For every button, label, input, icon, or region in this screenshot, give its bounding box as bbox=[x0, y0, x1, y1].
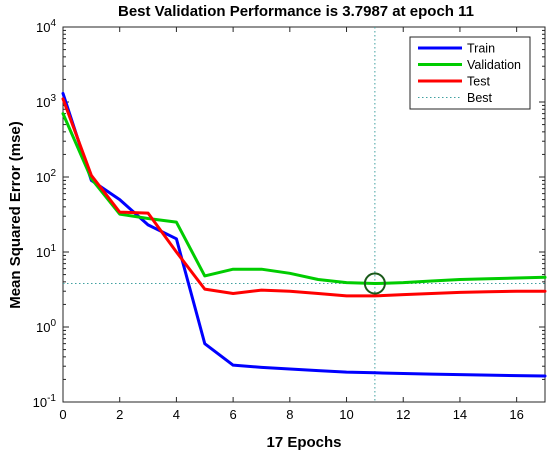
y-axis-label: Mean Squared Error (mse) bbox=[7, 121, 24, 309]
legend-label-test: Test bbox=[467, 75, 490, 89]
x-tick-label: 14 bbox=[453, 407, 467, 422]
y-tick-label: 10-1 bbox=[33, 393, 57, 410]
chart-title: Best Validation Performance is 3.7987 at… bbox=[118, 3, 474, 20]
legend-label-train: Train bbox=[467, 42, 495, 56]
x-tick-label: 6 bbox=[230, 407, 237, 422]
x-tick-label: 2 bbox=[116, 407, 123, 422]
y-tick-label: 100 bbox=[36, 318, 56, 335]
best-point-marker bbox=[363, 272, 386, 295]
y-tick-label: 102 bbox=[36, 168, 56, 185]
series-line-validation bbox=[61, 112, 547, 286]
y-tick-label: 104 bbox=[36, 18, 56, 35]
x-tick-label: 16 bbox=[509, 407, 523, 422]
legend-label-best: Best bbox=[467, 91, 493, 105]
legend-label-validation: Validation bbox=[467, 58, 521, 72]
x-tick-label: 12 bbox=[396, 407, 410, 422]
y-tick-label: 101 bbox=[36, 243, 56, 260]
x-tick-label: 10 bbox=[339, 407, 353, 422]
x-tick-label: 4 bbox=[173, 407, 180, 422]
legend: Train Validation Test Best bbox=[409, 36, 531, 110]
x-tick-label: 0 bbox=[59, 407, 66, 422]
y-tick-label: 103 bbox=[36, 93, 56, 110]
x-axis-label: 17 Epochs bbox=[266, 434, 341, 451]
x-tick-label: 8 bbox=[286, 407, 293, 422]
series-line-train bbox=[61, 91, 547, 378]
series-line-test bbox=[61, 97, 547, 298]
